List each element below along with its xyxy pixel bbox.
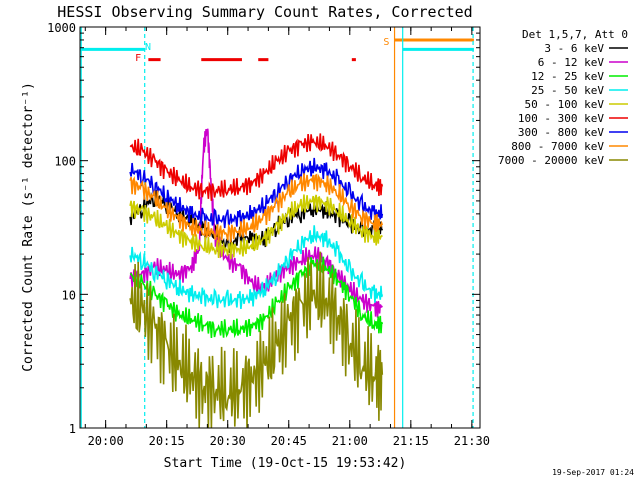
x-axis-label: Start Time (19-Oct-15 19:53:42)	[164, 456, 407, 471]
series-line-4	[129, 194, 383, 260]
series-line-8	[129, 251, 384, 429]
chart-title: HESSI Observing Summary Count Rates, Cor…	[57, 3, 472, 21]
legend-title: Det 1,5,7, Att 0	[522, 28, 628, 41]
x-tick-label: 20:30	[210, 434, 246, 448]
series-line-3	[129, 225, 384, 309]
legend-label: 7000 - 20000 keV	[498, 154, 604, 167]
plot-frame	[79, 26, 481, 429]
series-line-2	[129, 255, 384, 339]
legend-label: 800 - 7000 keV	[511, 140, 604, 153]
flag-label-n: N	[145, 42, 151, 53]
x-tick-label: 21:30	[454, 434, 490, 448]
x-tick-label: 21:00	[332, 434, 368, 448]
series-line-7	[129, 173, 384, 243]
y-tick-label: 10	[62, 288, 76, 302]
generation-timestamp: 19-Sep-2017 01:24	[552, 468, 634, 477]
flag-label-s: S	[383, 37, 389, 48]
series-line-5	[129, 133, 384, 201]
y-tick-label: 100	[54, 155, 76, 169]
y-tick-label: 1000	[47, 21, 76, 35]
x-tick-label: 20:00	[88, 434, 124, 448]
legend-label: 3 - 6 keV	[544, 42, 604, 55]
x-tick-label: 20:45	[271, 434, 307, 448]
x-tick-label: 21:15	[393, 434, 429, 448]
legend-label: 12 - 25 keV	[531, 70, 604, 83]
legend-label: 300 - 800 keV	[518, 126, 604, 139]
x-tick-label: 20:15	[149, 434, 185, 448]
legend-label: 6 - 12 keV	[538, 56, 605, 69]
series-line-6	[129, 157, 384, 229]
legend-label: 100 - 300 keV	[518, 112, 604, 125]
flag-label-f: F	[135, 53, 141, 64]
plot-area: NF S	[80, 27, 474, 429]
y-axis-label: Corrected Count Rate (s⁻¹ detector⁻¹)	[21, 82, 36, 372]
legend-label: 25 - 50 keV	[531, 84, 604, 97]
axes: 1 10 100 1000 20:00 20:15 20:30 20:45 21:00 21:15…	[47, 21, 490, 448]
y-tick-label: 1	[69, 422, 76, 436]
legend-label: 50 - 100 keV	[525, 98, 605, 111]
